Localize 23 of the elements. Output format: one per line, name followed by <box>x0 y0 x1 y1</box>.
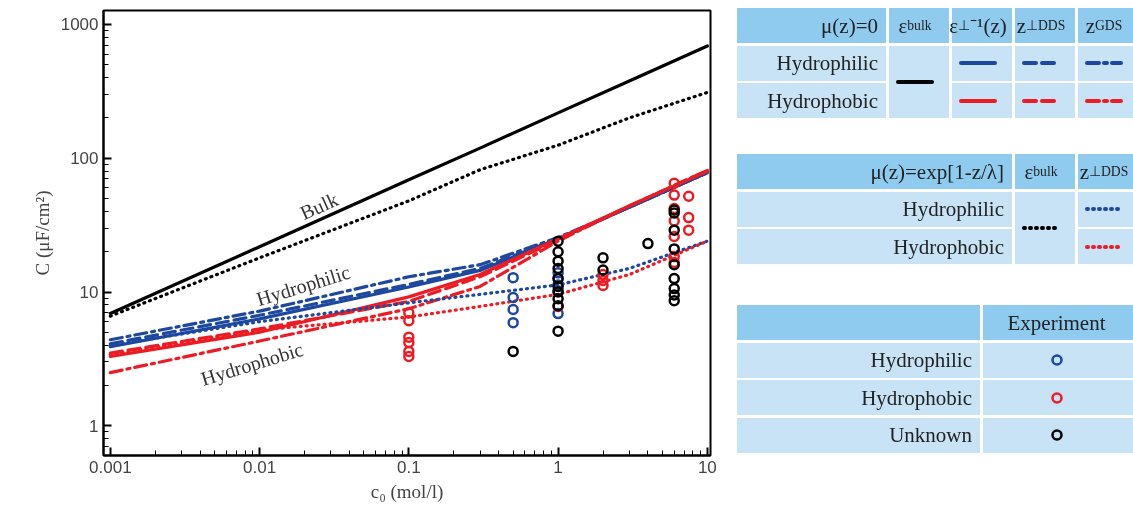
x-tick-label: 1 <box>553 457 563 477</box>
x-tick-label: 0.1 <box>397 457 421 477</box>
x-tick-label: 0.001 <box>89 457 132 477</box>
y-axis-title: C (μF/cm²) <box>31 190 54 276</box>
legend-cell: μ(z)=exp[1-z/λ] <box>737 154 1012 189</box>
legend-cell: Hydrophobic <box>737 83 886 118</box>
x-tick-label: 10 <box>697 457 717 477</box>
y-tick-label: 10 <box>79 283 99 303</box>
legend-cell: μ(z)=0 <box>737 8 886 43</box>
legend-cell: z$^{GDS}$ <box>1078 8 1133 43</box>
x-tick-label: 0.01 <box>243 457 277 477</box>
legend-cell: Hydrophobic <box>737 229 1012 264</box>
legend-cell: Hydrophilic <box>737 342 980 378</box>
legend-cell: Hydrophilic <box>737 191 1012 227</box>
legend-cell: Hydrophilic <box>737 45 886 81</box>
annotation: Bulk <box>296 188 342 224</box>
legend-cell: Experiment <box>983 305 1133 340</box>
y-tick-label: 1000 <box>60 15 99 35</box>
legend-cell: Unknown <box>737 417 980 453</box>
y-tick-label: 100 <box>70 149 99 169</box>
y-tick-label: 1 <box>89 416 99 436</box>
x-axis-title: c₀ (mol/l) <box>370 480 444 503</box>
legend-cell: Hydrophobic <box>737 380 980 415</box>
